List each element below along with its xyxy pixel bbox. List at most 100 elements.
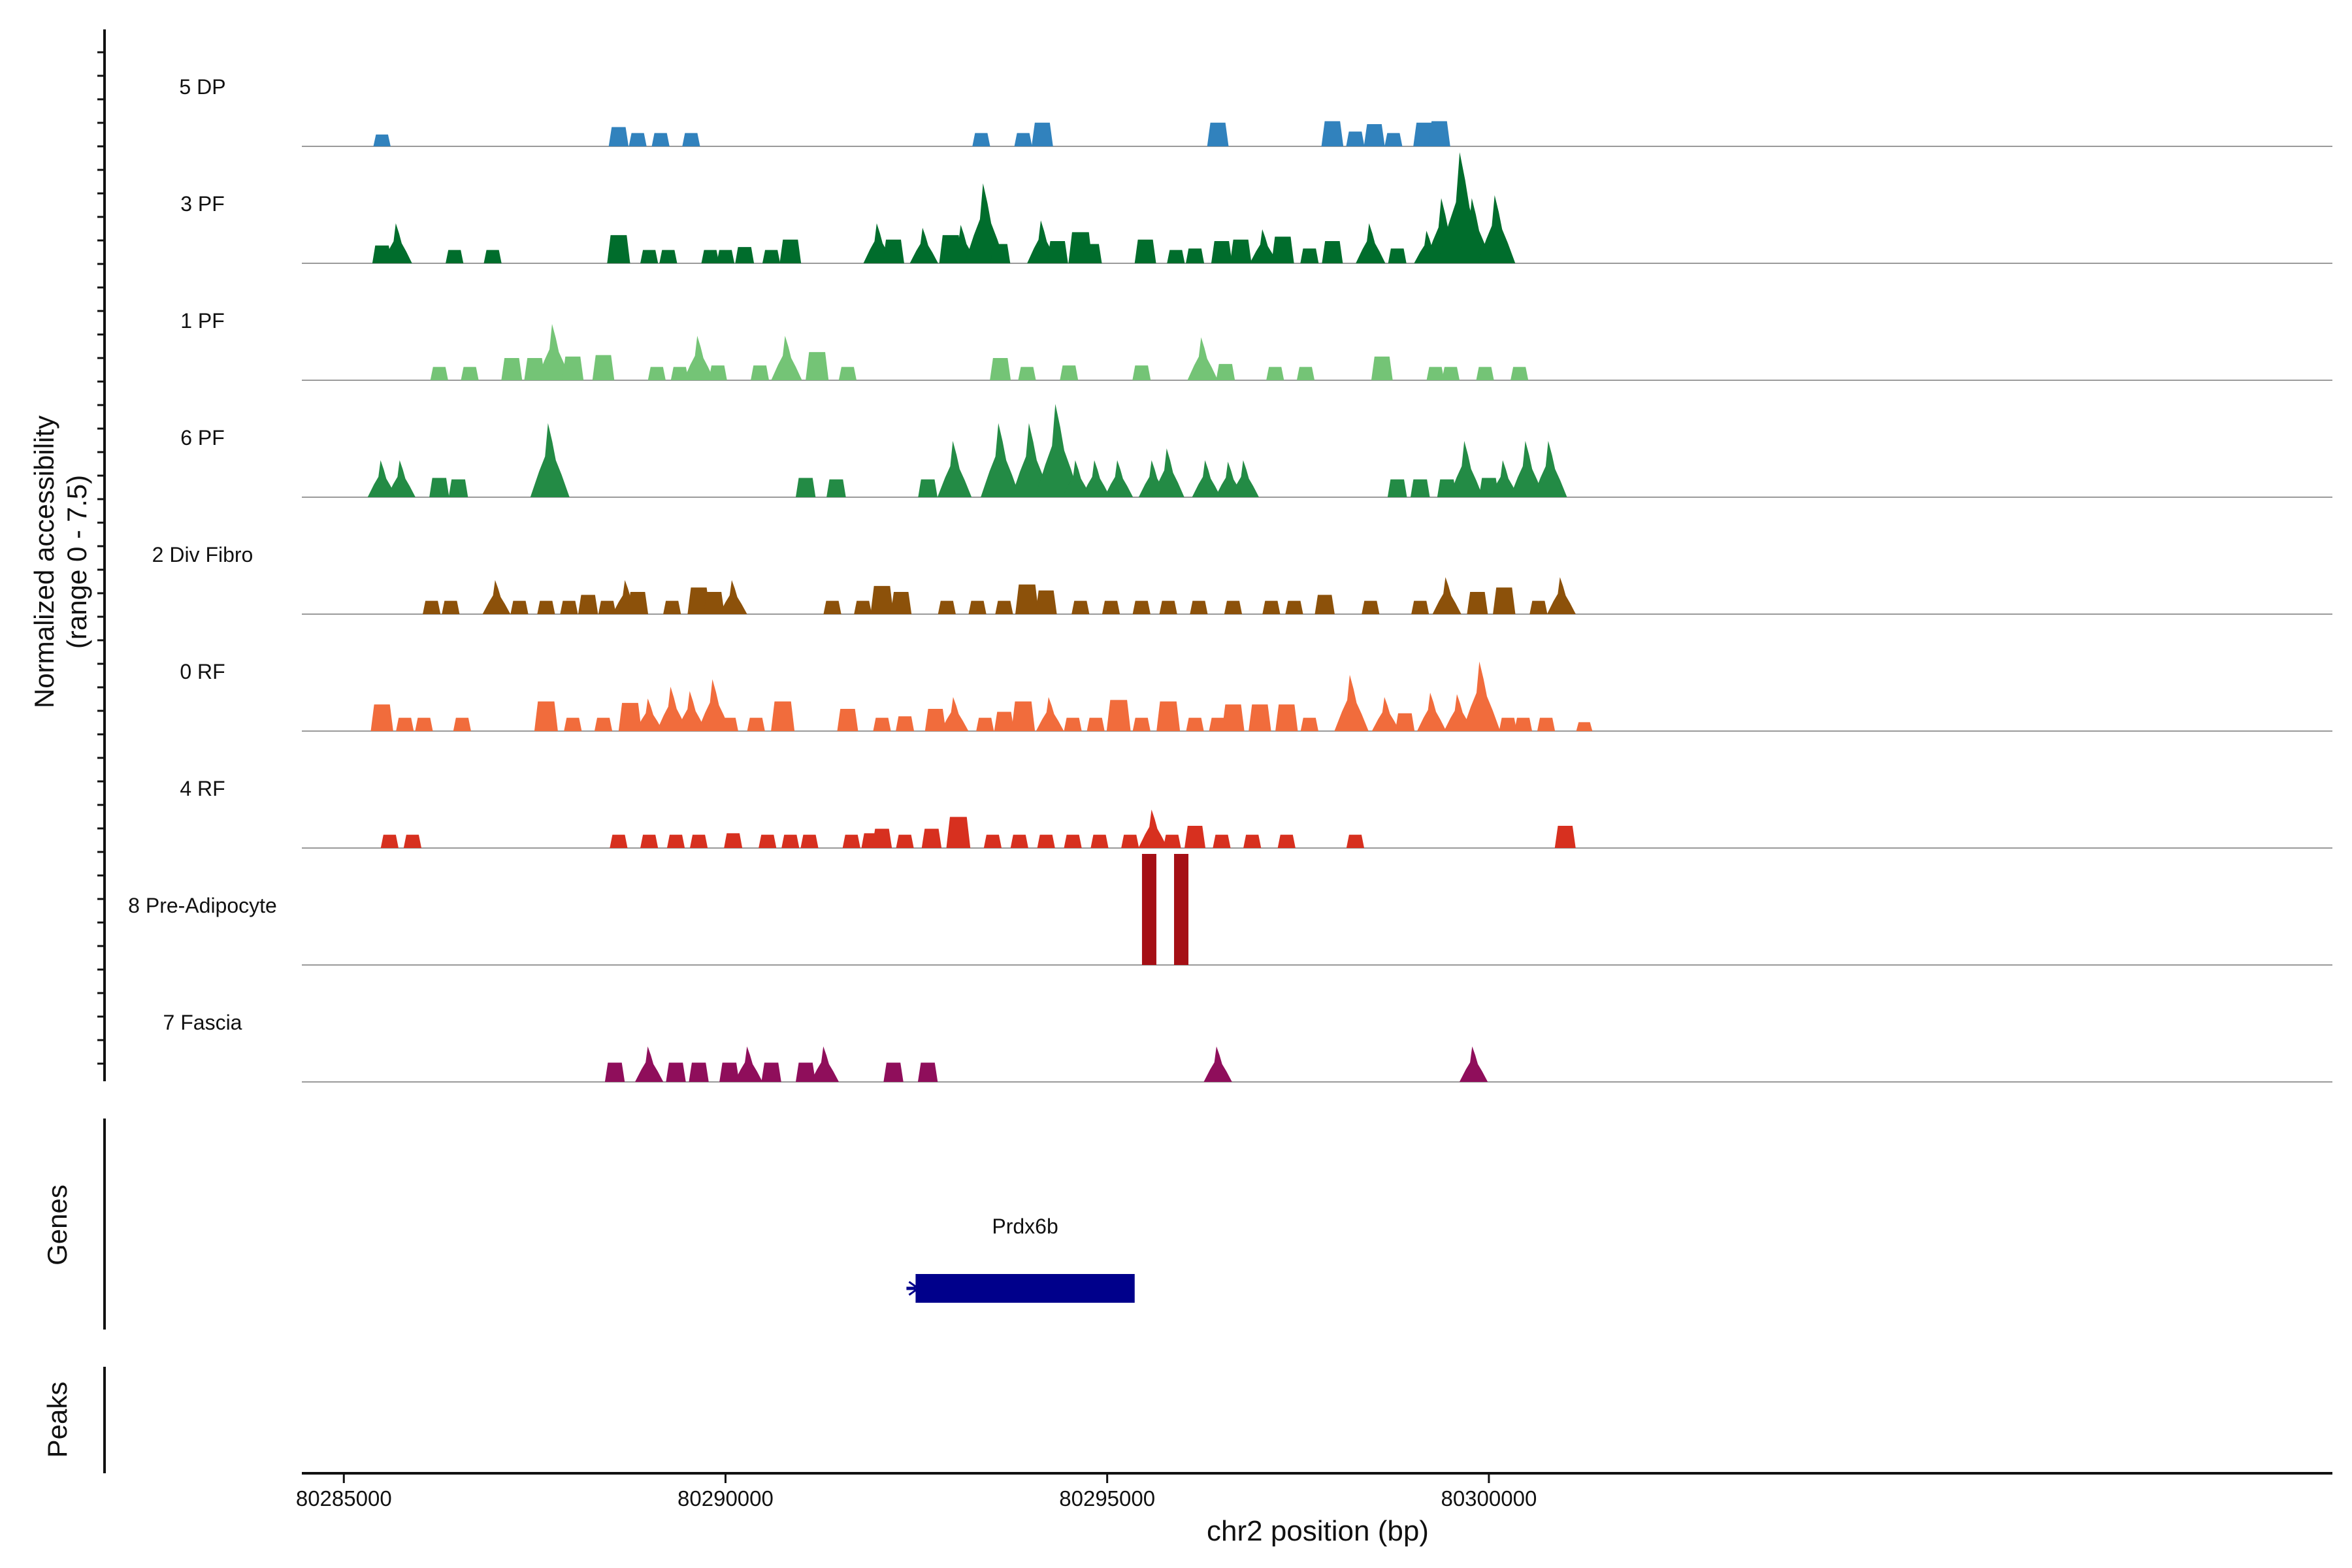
accessibility-peak bbox=[873, 717, 891, 731]
accessibility-peak bbox=[1060, 365, 1079, 380]
accessibility-peak bbox=[1134, 239, 1156, 263]
accessibility-peak bbox=[1190, 600, 1208, 614]
accessibility-peak bbox=[370, 704, 393, 731]
accessibility-peak bbox=[689, 1062, 709, 1082]
accessibility-peak bbox=[1499, 717, 1517, 731]
accessibility-peak bbox=[724, 833, 743, 848]
tracks-y-axis-ticks bbox=[97, 51, 105, 1065]
accessibility-peak bbox=[1064, 834, 1082, 848]
accessibility-peak bbox=[1015, 584, 1039, 614]
accessibility-peak bbox=[448, 479, 468, 497]
accessibility-peak bbox=[734, 1046, 763, 1082]
accessibility-peak bbox=[1490, 460, 1519, 497]
accessibility-peak bbox=[1428, 121, 1450, 146]
x-tick-label: 80290000 bbox=[678, 1486, 774, 1511]
accessibility-peak bbox=[1011, 701, 1036, 731]
accessibility-peak bbox=[1277, 834, 1296, 848]
accessibility-peak bbox=[883, 1062, 904, 1082]
accessibility-peak bbox=[909, 227, 938, 263]
accessibility-peak bbox=[564, 717, 582, 731]
accessibility-peak bbox=[682, 133, 700, 146]
accessibility-peak bbox=[1064, 717, 1082, 731]
accessibility-peak bbox=[940, 696, 969, 731]
accessibility-peak bbox=[1533, 440, 1567, 497]
track-label-4-rf: 4 RF bbox=[180, 777, 225, 800]
accessibility-peak bbox=[386, 460, 416, 497]
accessibility-peak bbox=[1410, 479, 1430, 497]
accessibility-peak bbox=[896, 716, 915, 731]
accessibility-peak bbox=[578, 595, 598, 614]
peaks-panel-label: Peaks bbox=[42, 1382, 73, 1458]
accessibility-peak bbox=[1346, 131, 1365, 146]
accessibility-peak bbox=[453, 717, 471, 731]
accessibility-peak bbox=[1537, 717, 1556, 731]
track-label-1-pf: 1 PF bbox=[180, 309, 225, 333]
accessibility-peak bbox=[1081, 460, 1111, 497]
accessibility-peak bbox=[1315, 595, 1335, 614]
track-labels: 5 DP 3 PF 1 PF 6 PF 2 Div Fibro 0 RF 4 RF 8 Pre… bbox=[128, 75, 277, 1034]
accessibility-peak bbox=[1384, 133, 1403, 146]
accessibility-peak bbox=[708, 365, 727, 380]
accessibility-peak bbox=[1462, 661, 1501, 731]
accessibility-peak bbox=[1203, 1046, 1232, 1082]
accessibility-peak bbox=[806, 351, 829, 380]
accessibility-peak bbox=[896, 834, 914, 848]
accessibility-peak bbox=[747, 717, 765, 731]
accessibility-peak bbox=[657, 687, 688, 731]
accessibility-peak bbox=[719, 580, 747, 614]
accessibility-peak bbox=[994, 711, 1015, 731]
genes-panel-label: Genes bbox=[42, 1184, 73, 1266]
accessibility-peak bbox=[1186, 248, 1205, 263]
accessibility-peak bbox=[1388, 248, 1407, 263]
accessibility-peak bbox=[1035, 590, 1057, 614]
accessibility-peak bbox=[1132, 717, 1151, 731]
accessibility-peak bbox=[423, 600, 441, 614]
accessibility-peak bbox=[1432, 577, 1462, 614]
accessibility-peak bbox=[1411, 600, 1429, 614]
accessibility-peak bbox=[976, 717, 994, 731]
accessibility-peak bbox=[1010, 834, 1028, 848]
accessibility-peak bbox=[1249, 704, 1271, 731]
accessibility-peak bbox=[1371, 696, 1400, 731]
gene-annotations: Prdx6b bbox=[906, 1215, 1135, 1303]
accessibility-peak bbox=[1300, 717, 1318, 731]
accessibility-peak bbox=[562, 356, 584, 380]
accessibility-peak bbox=[1216, 364, 1235, 380]
track-label-2-div-fibro: 2 Div Fibro bbox=[152, 543, 253, 566]
accessibility-peak bbox=[1036, 696, 1064, 731]
accessibility-peak bbox=[1086, 717, 1105, 731]
accessibility-peak bbox=[618, 702, 642, 731]
accessibility-peak bbox=[946, 817, 971, 848]
accessibility-peak bbox=[629, 133, 647, 146]
accessibility-peak bbox=[415, 717, 433, 731]
accessibility-peak bbox=[634, 1046, 664, 1082]
accessibility-peak bbox=[883, 239, 904, 263]
accessibility-peak bbox=[781, 834, 800, 848]
track-4-rf bbox=[302, 809, 2332, 849]
accessibility-peak bbox=[870, 585, 894, 614]
accessibility-peak bbox=[1224, 600, 1243, 614]
accessibility-peak bbox=[1364, 124, 1385, 146]
accessibility-peak bbox=[1334, 674, 1369, 731]
accessibility-peak bbox=[823, 600, 841, 614]
accessibility-peak bbox=[1322, 241, 1343, 263]
accessibility-peak bbox=[640, 250, 659, 263]
accessibility-peak bbox=[1018, 367, 1036, 380]
accessibility-peak bbox=[430, 367, 448, 380]
accessibility-peak bbox=[854, 600, 872, 614]
accessibility-peak bbox=[1141, 854, 1156, 965]
accessibility-peak bbox=[890, 592, 912, 614]
accessibility-peak bbox=[990, 244, 1011, 263]
gene-label: Prdx6b bbox=[992, 1215, 1058, 1238]
accessibility-peak bbox=[795, 1062, 816, 1082]
accessibility-peak bbox=[1211, 241, 1232, 263]
accessibility-peak bbox=[826, 479, 846, 497]
accessibility-peak bbox=[1467, 592, 1488, 614]
accessibility-peak bbox=[771, 336, 802, 380]
accessibility-peak bbox=[1387, 479, 1407, 497]
accessibility-peak bbox=[1071, 600, 1090, 614]
accessibility-peak bbox=[938, 600, 956, 614]
accessibility-peak bbox=[1187, 337, 1218, 380]
accessibility-peak bbox=[1163, 834, 1181, 848]
